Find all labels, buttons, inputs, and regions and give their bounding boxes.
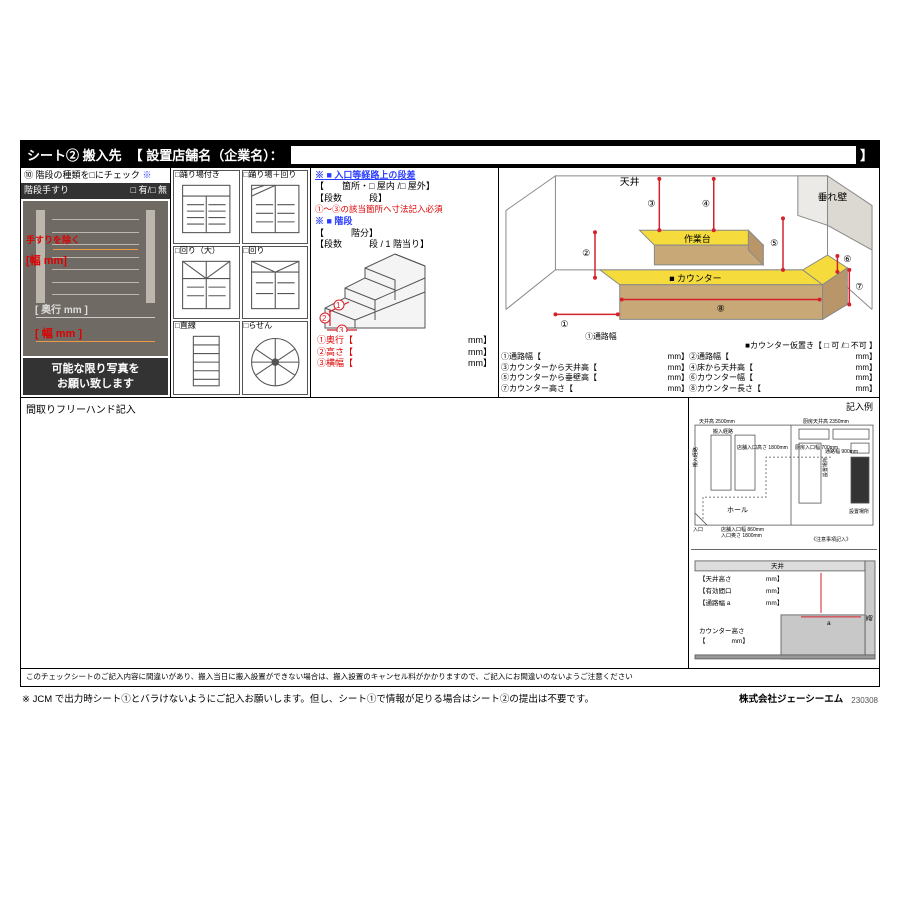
stair-type-spiral[interactable]: □らせん	[242, 321, 309, 395]
svg-text:②: ②	[582, 248, 590, 258]
svg-text:天井: 天井	[771, 561, 785, 570]
counter-temp[interactable]: ■カウンター仮置き【 □ 可 /□ 不可 】	[501, 341, 877, 352]
svg-text:①: ①	[560, 319, 568, 329]
stair-type-straight[interactable]: □直線	[173, 321, 240, 395]
stair-type-landing-turn[interactable]: □踊り場＋回り	[242, 170, 309, 244]
svg-text:店舗入口高さ 1800mm: 店舗入口高さ 1800mm	[737, 444, 788, 451]
route-count[interactable]: 【段数 段】	[315, 193, 494, 204]
svg-text:1: 1	[336, 301, 341, 310]
floorplan-example: 天井高 2500mm 厨房天井高 2350mm 搬入経路 店舗入口高さ 1800…	[691, 415, 877, 550]
svg-text:通路幅 900mm: 通路幅 900mm	[825, 448, 858, 455]
svg-text:壁: 壁	[865, 615, 874, 622]
doc-code: 230308	[851, 696, 878, 705]
svg-text:【通路幅 a: 【通路幅 a	[699, 598, 731, 607]
stair-type-landing[interactable]: □踊り場付き	[173, 170, 240, 244]
stair-floors[interactable]: 【 階分】	[315, 228, 494, 239]
route-step-heading: ※ ■ 入口等経路上の段差	[315, 170, 494, 181]
header-bar: シート② 搬入先 【 設置店舗名（企業名）： 】	[21, 141, 879, 168]
disclaimer: このチェックシートのご記入内容に間違いがあり、搬入当日に搬入設置ができない場合は…	[21, 668, 879, 686]
svg-text:入口奥さ 1800mm: 入口奥さ 1800mm	[721, 532, 762, 539]
freehand-label: 間取りフリーハンド記入	[21, 398, 688, 419]
svg-text:⑦: ⑦	[855, 282, 863, 292]
step-height[interactable]: ②高さ【mm】	[315, 347, 494, 358]
remove-handrail-label: 手すりを除く	[26, 235, 80, 246]
svg-text:2: 2	[322, 314, 327, 323]
svg-text:⑧: ⑧	[717, 303, 725, 313]
svg-text:mm】: mm】	[766, 575, 783, 583]
counter-3d-panel: 天井 垂れ壁 作業台 ■ カウンター ① ② ③ ④ ⑤ ⑥ ⑦ ⑧	[499, 168, 879, 397]
svg-text:①通路幅: ①通路幅	[585, 331, 617, 341]
svg-text:作業台: 作業台	[684, 233, 711, 244]
stair-handrail-panel: ⑩ 階段の種類を□にチェック ※ 階段手すり □ 有/□ 無 手すりを除く [幅…	[21, 168, 171, 397]
route-required-note: ①〜③の該当箇所へ寸法記入必須	[315, 204, 494, 215]
svg-text:搬入経路: 搬入経路	[713, 428, 733, 435]
step-3d-diagram: 1 2 3	[315, 252, 435, 332]
depth-label: [ 奥行 mm ]	[35, 305, 88, 318]
width-inner: [幅 mm]	[26, 255, 67, 269]
lower-panels: 間取りフリーハンド記入 記入例	[21, 398, 879, 668]
step-width[interactable]: ③横幅【mm】	[315, 358, 494, 369]
svg-text:③: ③	[647, 199, 655, 209]
svg-text:《注意事項記入》: 《注意事項記入》	[811, 536, 851, 543]
handrail-presence[interactable]: 階段手すり □ 有/□ 無	[21, 183, 170, 198]
svg-text:厨房天井高 2350mm: 厨房天井高 2350mm	[803, 418, 849, 425]
photo-request: 可能な限り写真をお願い致します	[23, 358, 168, 395]
store-input[interactable]	[291, 146, 856, 164]
svg-text:⑤: ⑤	[770, 238, 778, 248]
check-sheet: シート② 搬入先 【 設置店舗名（企業名）： 】 ⑩ 階段の種類を□にチェック …	[20, 140, 880, 687]
stair-width-diagram: 手すりを除く [幅 mm] [ 奥行 mm ] [ 幅 mm ]	[23, 201, 168, 357]
stair-type-instruction: ⑩ 階段の種類を□にチェック ※	[21, 168, 170, 183]
svg-text:3: 3	[339, 326, 344, 332]
route-step-panel: ※ ■ 入口等経路上の段差 【 箇所・□ 屋内 /□ 屋外】 【段数 段】 ①〜…	[311, 168, 499, 397]
svg-text:垂れ壁: 垂れ壁	[818, 191, 848, 204]
step-depth[interactable]: ①奥行【mm】	[315, 335, 494, 346]
examples-panel: 記入例	[689, 398, 879, 668]
route-loc[interactable]: 【 箇所・□ 屋内 /□ 屋外】	[315, 181, 494, 192]
svg-text:搬入経路: 搬入経路	[692, 447, 699, 467]
bracket-close: 】	[860, 145, 873, 164]
svg-text:【有効間口: 【有効間口	[699, 586, 732, 595]
width-outer: [ 幅 mm ]	[35, 328, 82, 342]
svg-text:店舗入口幅 860mm: 店舗入口幅 860mm	[721, 526, 764, 533]
footer: ※ JCM で出力時シート①とバラけないようにご記入お願いします。但し、シート①…	[20, 687, 880, 705]
store-label: 【 設置店舗名（企業名）：	[130, 145, 283, 164]
svg-text:mm】: mm】	[766, 599, 783, 607]
stair-type-turn[interactable]: □回り	[242, 246, 309, 320]
stair-type-grid: □踊り場付き □踊り場＋回り	[171, 168, 311, 397]
svg-text:⑥: ⑥	[843, 254, 851, 264]
counter-measure-table: ■カウンター仮置き【 □ 可 /□ 不可 】 ①通路幅【mm】 ②通路幅【mm】…	[501, 341, 877, 395]
example-label: 記入例	[689, 398, 879, 413]
svg-text:【天井高さ: 【天井高さ	[699, 574, 732, 583]
stair-heading: ※ ■ 階段	[315, 216, 494, 227]
svg-text:■ カウンター: ■ カウンター	[669, 274, 721, 284]
svg-text:④: ④	[702, 199, 710, 209]
svg-text:設置場所: 設置場所	[822, 457, 829, 477]
svg-text:mm】: mm】	[766, 587, 783, 595]
svg-text:【 mm】: 【 mm】	[699, 637, 749, 645]
counter-3d-diagram: 天井 垂れ壁 作業台 ■ カウンター ① ② ③ ④ ⑤ ⑥ ⑦ ⑧	[501, 170, 877, 345]
svg-text:天井: 天井	[620, 175, 640, 188]
company-name: 株式会社ジェーシーエム	[739, 691, 851, 705]
section-example: 天井 【天井高さ mm】 【有効間口 mm】 【通路幅 a mm】 カウンター高さ 【…	[691, 554, 877, 666]
svg-text:天井高 2500mm: 天井高 2500mm	[699, 418, 735, 425]
svg-text:ホール: ホール	[727, 506, 748, 514]
svg-text:カウンター高さ: カウンター高さ	[699, 626, 745, 635]
upper-panels: ⑩ 階段の種類を□にチェック ※ 階段手すり □ 有/□ 無 手すりを除く [幅…	[21, 168, 879, 398]
stair-per-floor[interactable]: 【段数 段 / 1 階当り】	[315, 239, 494, 250]
freehand-area[interactable]: 間取りフリーハンド記入	[21, 398, 689, 668]
svg-text:a: a	[827, 620, 831, 627]
svg-text:入口: 入口	[693, 527, 703, 533]
footer-note: ※ JCM で出力時シート①とバラけないようにご記入お願いします。但し、シート①…	[22, 691, 739, 705]
stair-type-turn-large[interactable]: □回り（大）	[173, 246, 240, 320]
svg-text:設置場所: 設置場所	[849, 508, 869, 515]
sheet-title: シート② 搬入先	[27, 145, 130, 164]
